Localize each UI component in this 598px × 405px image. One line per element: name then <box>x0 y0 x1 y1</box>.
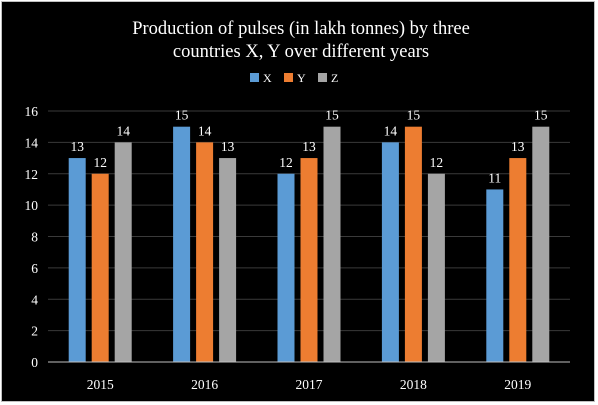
chart-title-line-2: countries X, Y over different years <box>173 42 429 62</box>
bars <box>68 126 550 362</box>
bar-Y-2016 <box>196 142 214 362</box>
legend-label-X: X <box>263 71 272 85</box>
bar-X-2015 <box>68 158 86 362</box>
y-tick-label-0: 0 <box>31 355 38 370</box>
data-label-Z-2016: 13 <box>221 139 235 154</box>
data-label-X-2018: 14 <box>384 123 398 138</box>
bar-Z-2016 <box>219 158 237 362</box>
data-label-Y-2015: 12 <box>93 155 107 170</box>
bar-Z-2018 <box>427 173 445 362</box>
x-tick-label-2017: 2017 <box>296 377 323 392</box>
bar-Y-2017 <box>300 158 318 362</box>
y-tick-label-2: 2 <box>31 324 38 339</box>
bar-Z-2017 <box>323 126 341 362</box>
data-label-Y-2019: 13 <box>511 139 525 154</box>
y-tick-label-10: 10 <box>25 198 39 213</box>
bar-Z-2015 <box>114 142 132 362</box>
data-label-Y-2016: 14 <box>198 123 212 138</box>
x-tick-label-2019: 2019 <box>504 377 531 392</box>
y-tick-label-14: 14 <box>25 135 39 150</box>
data-label-Y-2017: 13 <box>302 139 316 154</box>
y-tick-label-6: 6 <box>31 261 38 276</box>
x-tick-label-2016: 2016 <box>191 377 218 392</box>
legend-label-Y: Y <box>297 71 306 85</box>
legend-swatch-Z <box>318 73 327 82</box>
x-tick-label-2018: 2018 <box>400 377 427 392</box>
bar-X-2017 <box>277 173 295 362</box>
chart-legend: X Y Z <box>250 71 338 85</box>
y-axis: 0 2 4 6 8 10 12 14 16 <box>25 104 39 370</box>
x-tick-label-2015: 2015 <box>87 377 114 392</box>
y-tick-label-4: 4 <box>31 292 38 307</box>
y-tick-label-16: 16 <box>25 104 39 119</box>
chart-title: Production of pulses (in lakh tonnes) by… <box>132 19 470 62</box>
data-label-Z-2018: 12 <box>430 155 444 170</box>
bar-chart: Production of pulses (in lakh tonnes) by… <box>25 19 570 392</box>
bar-X-2018 <box>381 142 399 362</box>
data-label-Z-2019: 15 <box>534 108 548 123</box>
legend-label-Z: Z <box>331 71 338 85</box>
data-labels: 13 12 14 15 14 13 12 13 15 14 15 12 11 13 15 <box>70 108 547 186</box>
legend-swatch-Y <box>284 73 293 82</box>
bar-X-2016 <box>173 126 191 362</box>
data-label-X-2016: 15 <box>175 108 189 123</box>
data-label-Z-2015: 14 <box>116 123 130 138</box>
data-label-X-2019: 11 <box>488 170 501 185</box>
x-axis: 2015 2016 2017 2018 2019 <box>48 361 570 392</box>
y-tick-label-8: 8 <box>31 230 38 245</box>
legend-swatch-X <box>250 73 259 82</box>
bar-Y-2019 <box>509 158 527 362</box>
bar-Y-2015 <box>91 173 109 362</box>
data-label-Z-2017: 15 <box>325 108 339 123</box>
data-label-Y-2018: 15 <box>407 108 421 123</box>
bar-Y-2018 <box>404 126 422 362</box>
chart-title-line-1: Production of pulses (in lakh tonnes) by… <box>132 19 470 39</box>
data-label-X-2017: 12 <box>279 155 293 170</box>
bar-X-2019 <box>486 189 504 362</box>
data-label-X-2015: 13 <box>70 139 84 154</box>
y-tick-label-12: 12 <box>25 167 39 182</box>
bar-Z-2019 <box>532 126 550 362</box>
